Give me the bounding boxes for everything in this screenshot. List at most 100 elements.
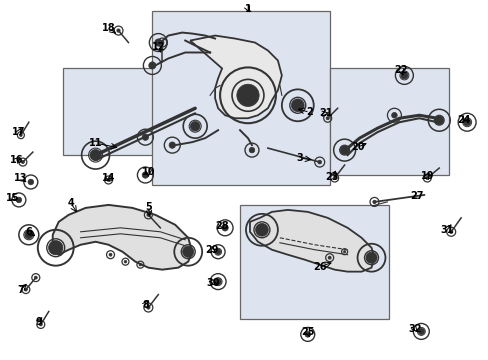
Circle shape bbox=[93, 152, 98, 158]
Text: 10: 10 bbox=[142, 167, 155, 177]
Circle shape bbox=[28, 179, 34, 185]
Circle shape bbox=[244, 93, 250, 98]
Text: 23: 23 bbox=[324, 172, 338, 182]
Polygon shape bbox=[53, 205, 192, 270]
Circle shape bbox=[258, 226, 264, 233]
Circle shape bbox=[419, 330, 422, 333]
Polygon shape bbox=[190, 36, 281, 118]
Circle shape bbox=[463, 119, 470, 126]
Polygon shape bbox=[249, 210, 374, 272]
Circle shape bbox=[185, 249, 191, 255]
Text: 16: 16 bbox=[10, 155, 23, 165]
Circle shape bbox=[34, 276, 37, 279]
Circle shape bbox=[340, 146, 348, 154]
Circle shape bbox=[436, 118, 440, 122]
Circle shape bbox=[372, 200, 375, 204]
Circle shape bbox=[20, 134, 22, 136]
Circle shape bbox=[142, 172, 148, 178]
Circle shape bbox=[343, 251, 345, 253]
Circle shape bbox=[148, 62, 156, 69]
Text: 15: 15 bbox=[6, 193, 20, 203]
Circle shape bbox=[16, 197, 21, 203]
Circle shape bbox=[391, 112, 396, 118]
Circle shape bbox=[434, 116, 443, 125]
Circle shape bbox=[109, 253, 112, 256]
Bar bbox=[329, 68, 448, 175]
Circle shape bbox=[107, 179, 110, 181]
Text: 26: 26 bbox=[312, 262, 326, 272]
Circle shape bbox=[291, 99, 304, 112]
Circle shape bbox=[465, 121, 468, 124]
Circle shape bbox=[117, 29, 120, 32]
Circle shape bbox=[294, 102, 301, 108]
Bar bbox=[152, 11, 329, 185]
Circle shape bbox=[327, 256, 330, 259]
Text: 22: 22 bbox=[394, 66, 407, 76]
Text: 4: 4 bbox=[67, 198, 74, 208]
Text: 11: 11 bbox=[89, 138, 102, 148]
Circle shape bbox=[90, 149, 101, 161]
Circle shape bbox=[255, 224, 268, 236]
Text: 21: 21 bbox=[318, 108, 332, 118]
Circle shape bbox=[325, 117, 328, 120]
Text: 12: 12 bbox=[151, 41, 165, 51]
Text: 25: 25 bbox=[301, 327, 314, 337]
Text: 24: 24 bbox=[456, 115, 470, 125]
Text: 28: 28 bbox=[215, 221, 228, 231]
Circle shape bbox=[305, 332, 310, 337]
Text: 19: 19 bbox=[420, 171, 433, 181]
Circle shape bbox=[241, 89, 254, 102]
Circle shape bbox=[249, 147, 254, 153]
Circle shape bbox=[142, 134, 148, 140]
Text: 18: 18 bbox=[102, 23, 115, 33]
Circle shape bbox=[27, 233, 31, 237]
Circle shape bbox=[169, 142, 175, 148]
Circle shape bbox=[21, 161, 24, 163]
Circle shape bbox=[24, 288, 27, 291]
Circle shape bbox=[216, 250, 219, 253]
Text: 31: 31 bbox=[440, 225, 453, 235]
Circle shape bbox=[400, 72, 407, 79]
Circle shape bbox=[190, 121, 200, 131]
Circle shape bbox=[154, 39, 162, 46]
Circle shape bbox=[368, 255, 373, 261]
Text: 5: 5 bbox=[145, 202, 151, 212]
Text: 32: 32 bbox=[408, 324, 421, 334]
Circle shape bbox=[417, 328, 424, 334]
Circle shape bbox=[48, 240, 63, 255]
Circle shape bbox=[160, 41, 163, 44]
Circle shape bbox=[52, 244, 59, 251]
Text: 27: 27 bbox=[410, 191, 423, 201]
Text: 8: 8 bbox=[142, 300, 148, 310]
Circle shape bbox=[236, 84, 259, 107]
Text: 7: 7 bbox=[18, 284, 24, 294]
Bar bbox=[240, 205, 388, 319]
Text: 14: 14 bbox=[102, 173, 115, 183]
Circle shape bbox=[124, 260, 126, 263]
Circle shape bbox=[402, 73, 406, 77]
Circle shape bbox=[216, 280, 219, 283]
Text: 6: 6 bbox=[25, 227, 32, 237]
Circle shape bbox=[222, 225, 228, 231]
Circle shape bbox=[317, 160, 321, 164]
Circle shape bbox=[192, 124, 197, 129]
Text: 1: 1 bbox=[244, 4, 251, 14]
Text: 20: 20 bbox=[350, 142, 364, 152]
Circle shape bbox=[448, 230, 452, 234]
Text: 9: 9 bbox=[35, 318, 42, 328]
Circle shape bbox=[365, 252, 376, 263]
Bar bbox=[62, 68, 175, 155]
Circle shape bbox=[332, 176, 335, 180]
Circle shape bbox=[425, 176, 428, 180]
Circle shape bbox=[39, 323, 42, 326]
Circle shape bbox=[146, 213, 150, 216]
Text: 2: 2 bbox=[306, 107, 312, 117]
Text: 3: 3 bbox=[296, 153, 303, 163]
Circle shape bbox=[215, 249, 221, 255]
Circle shape bbox=[146, 306, 150, 309]
Circle shape bbox=[342, 148, 346, 152]
Text: 13: 13 bbox=[14, 173, 27, 183]
Circle shape bbox=[182, 246, 193, 257]
Circle shape bbox=[25, 231, 33, 239]
Text: 30: 30 bbox=[206, 278, 220, 288]
